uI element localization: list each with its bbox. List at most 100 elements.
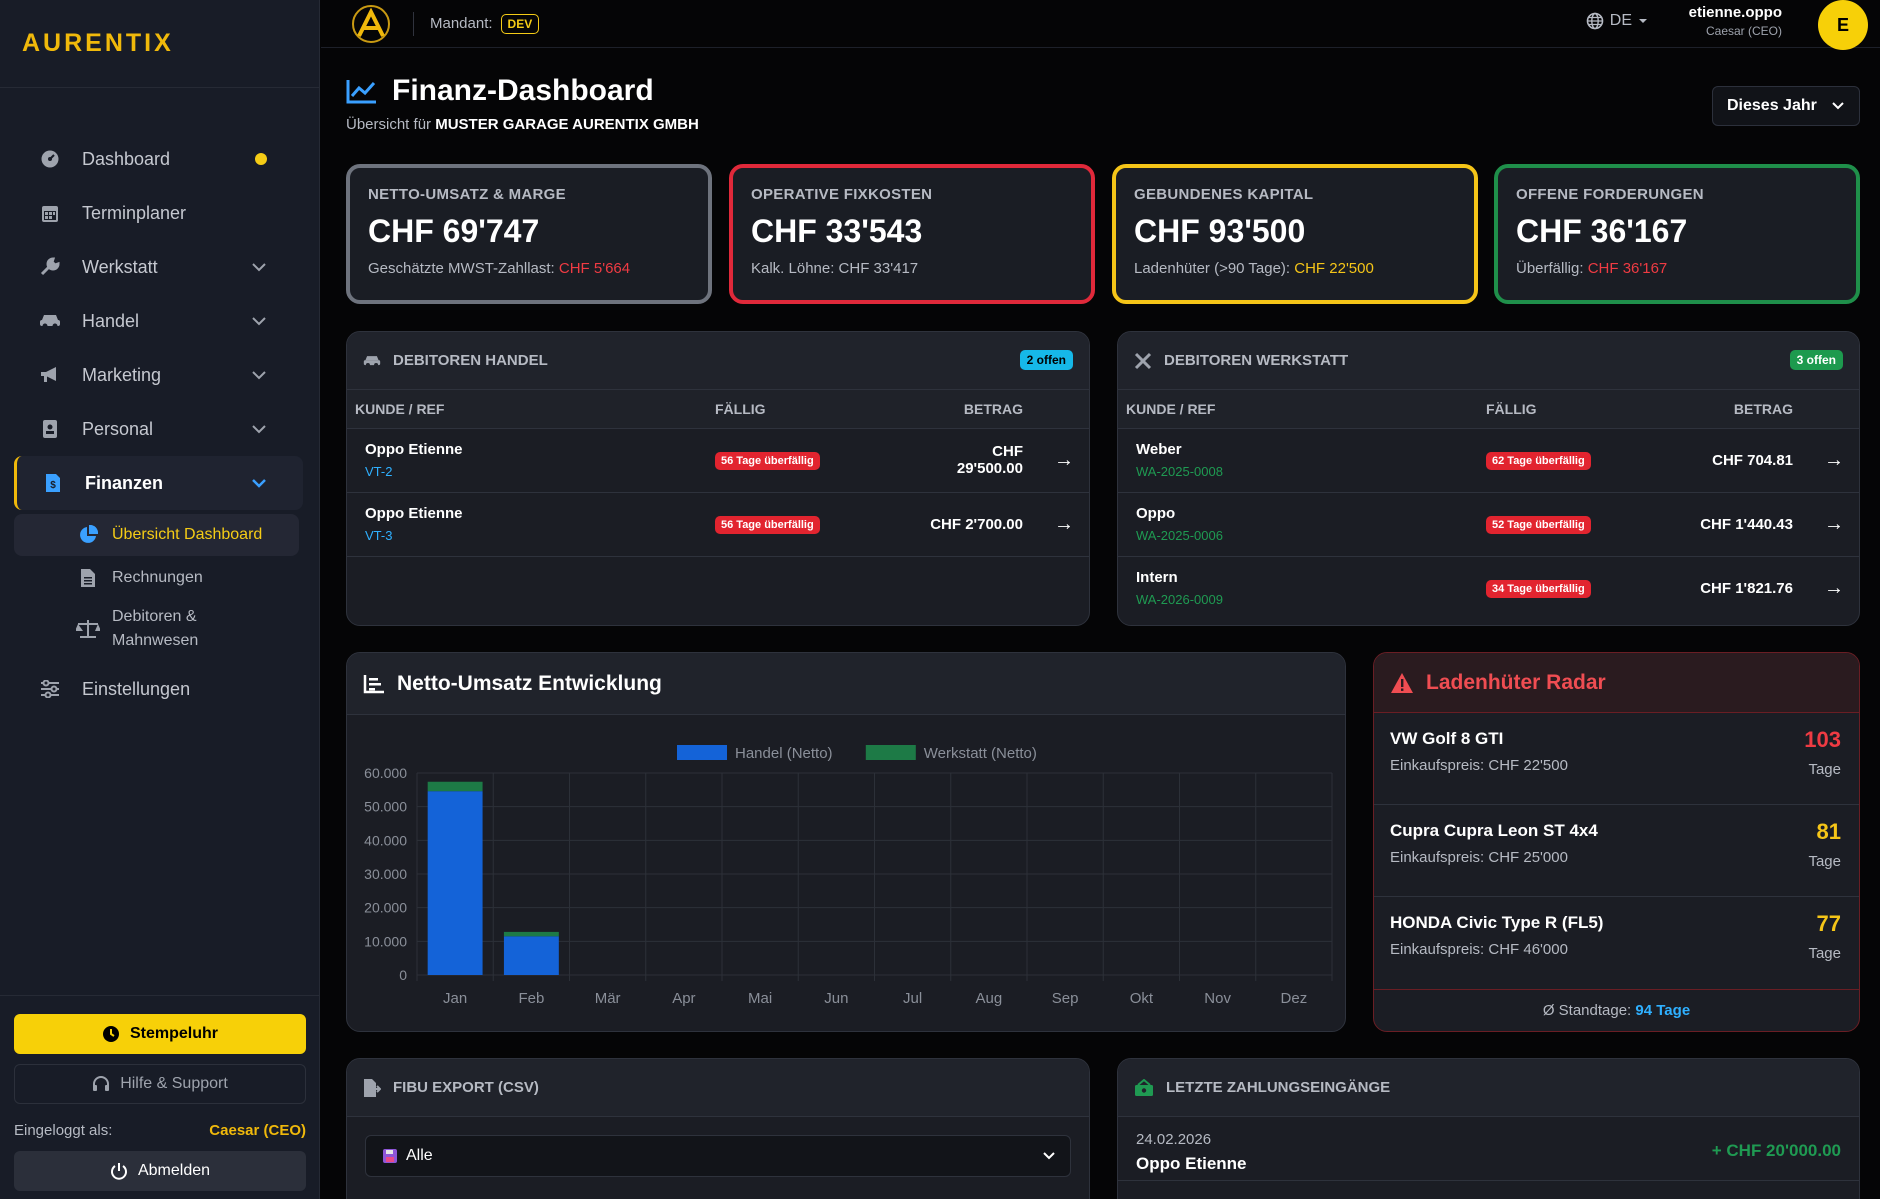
customer-cell: Oppo Etienne VT-3 xyxy=(347,492,707,557)
customer-ref[interactable]: VT-3 xyxy=(365,528,393,543)
list-item[interactable]: VW Golf 8 GTI Einkaufspreis: CHF 22'500 … xyxy=(1374,713,1859,805)
x-tick-label: Mai xyxy=(748,990,772,1007)
period-select[interactable]: Dieses Jahr xyxy=(1712,86,1860,126)
legend-label: Werkstatt (Netto) xyxy=(924,745,1037,762)
amount-cell: CHF 704.81 xyxy=(1648,428,1801,493)
table-row[interactable]: Oppo Etienne VT-3 56 Tage überfällig CHF … xyxy=(347,492,1089,557)
table-row[interactable]: Oppo WA-2025-0006 52 Tage überfällig CHF … xyxy=(1118,492,1859,557)
customer-ref[interactable]: WA-2025-0006 xyxy=(1136,528,1223,543)
kpi-gebundenes-kapital[interactable]: GEBUNDENES KAPITAL CHF 93'500 Ladenhüter… xyxy=(1112,164,1478,304)
days-unit: Tage xyxy=(1808,761,1841,778)
svg-text:$: $ xyxy=(50,480,56,491)
x-tick-label: Jan xyxy=(443,990,467,1007)
divider xyxy=(413,11,414,36)
ladenhueter-radar-card: Ladenhüter Radar VW Golf 8 GTI Einkaufsp… xyxy=(1373,652,1860,1032)
sidebar-item-einstellungen[interactable]: Einstellungen xyxy=(14,662,303,716)
card-title: DEBITOREN HANDEL xyxy=(393,352,548,369)
kpi-sub-label: Überfällig: xyxy=(1516,260,1584,277)
customer-ref[interactable]: VT-2 xyxy=(365,464,393,479)
sidebar-subitem-debitoren[interactable]: Debitoren & Mahnwesen xyxy=(14,600,299,658)
logout-label: Abmelden xyxy=(137,1162,211,1179)
sidebar-subitem-uebersicht[interactable]: Übersicht Dashboard xyxy=(14,514,299,556)
kpi-value: CHF 69'747 xyxy=(368,213,540,249)
y-tick-label: 50.000 xyxy=(364,799,407,815)
kpi-title: OPERATIVE FIXKOSTEN xyxy=(751,186,933,203)
mandant-selector[interactable]: Mandant: DEV xyxy=(430,13,540,34)
purchase-price: Einkaufspreis: CHF 22'500 xyxy=(1390,757,1568,774)
column-header: KUNDE / REF xyxy=(1118,390,1478,429)
customer-name: Oppo xyxy=(1136,505,1176,522)
zahlungseingaenge-card: LETZTE ZAHLUNGSEINGÄNGE 24.02.2026 Oppo … xyxy=(1117,1058,1860,1199)
money-check-icon xyxy=(1134,1078,1154,1097)
sidebar-item-dashboard[interactable]: Dashboard xyxy=(14,132,303,186)
card-header: Netto-Umsatz Entwicklung xyxy=(347,653,1345,715)
page-subtitle: Übersicht für MUSTER GARAGE AURENTIX GMB… xyxy=(346,116,699,133)
days-unit: Tage xyxy=(1808,853,1841,870)
avatar[interactable]: E xyxy=(1818,0,1868,50)
x-tick-label: Mär xyxy=(595,990,621,1007)
sidebar-item-personal[interactable]: Personal xyxy=(14,402,303,456)
brand-logo[interactable]: AURENTIX xyxy=(0,0,319,88)
help-support-button[interactable]: Hilfe & Support xyxy=(14,1064,306,1104)
chevron-down-icon xyxy=(252,263,266,272)
card-title: DEBITOREN WERKSTATT xyxy=(1164,352,1349,369)
overdue-badge: 56 Tage überfällig xyxy=(715,515,820,534)
y-tick-label: 20.000 xyxy=(364,900,407,916)
due-cell: 52 Tage überfällig xyxy=(1478,492,1648,557)
sidebar-item-finanzen[interactable]: $ Finanzen xyxy=(14,456,303,510)
chevron-down-icon xyxy=(252,479,266,488)
card-title: Ladenhüter Radar xyxy=(1426,670,1606,694)
arrow-right-icon[interactable]: → xyxy=(1031,428,1089,493)
sidebar-item-marketing[interactable]: Marketing xyxy=(14,348,303,402)
calendar-icon xyxy=(38,201,62,225)
list-item[interactable]: Cupra Cupra Leon ST 4x4 Einkaufspreis: C… xyxy=(1374,805,1859,897)
customer-ref[interactable]: WA-2025-0008 xyxy=(1136,464,1223,479)
list-item[interactable]: HONDA Civic Type R (FL5) Einkaufspreis: … xyxy=(1374,897,1859,989)
due-cell: 56 Tage überfällig xyxy=(707,492,877,557)
table-row[interactable]: Oppo Etienne VT-2 56 Tage überfällig CHF 2… xyxy=(347,428,1089,493)
company-name: MUSTER GARAGE AURENTIX GMBH xyxy=(435,116,699,133)
sidebar-item-werkstatt[interactable]: Werkstatt xyxy=(14,240,303,294)
kpi-subtext: Geschätzte MWST-Zahllast: CHF 5'664 xyxy=(368,260,690,277)
user-info[interactable]: etienne.oppo Caesar (CEO) xyxy=(1689,4,1782,38)
arrow-right-icon[interactable]: → xyxy=(1801,492,1859,557)
sidebar-subitem-rechnungen[interactable]: Rechnungen xyxy=(14,556,299,600)
x-tick-label: Apr xyxy=(672,990,695,1007)
chevron-down-icon xyxy=(252,317,266,326)
clock-icon xyxy=(102,1026,119,1042)
sidebar-item-terminplaner[interactable]: Terminplaner xyxy=(14,186,303,240)
arrow-right-icon[interactable]: → xyxy=(1801,428,1859,493)
kpi-fixkosten[interactable]: OPERATIVE FIXKOSTEN CHF 33'543 Kalk. Löh… xyxy=(729,164,1095,304)
caret-down-icon xyxy=(1639,19,1647,23)
stempeluhr-button[interactable]: Stempeluhr xyxy=(14,1014,306,1054)
kpi-netto-umsatz[interactable]: NETTO-UMSATZ & MARGE CHF 69'747 Geschätz… xyxy=(346,164,712,304)
average-standing-days: Ø Standtage: 94 Tage xyxy=(1374,989,1859,1019)
customer-ref[interactable]: WA-2026-0009 xyxy=(1136,592,1223,608)
table-row[interactable]: Weber WA-2025-0008 62 Tage überfällig CHF… xyxy=(1118,428,1859,493)
kpi-subtext: Überfällig: CHF 36'167 xyxy=(1516,260,1838,277)
list-item[interactable]: 24.02.2026 Oppo Etienne + CHF 20'000.00 xyxy=(1118,1117,1859,1181)
id-badge-icon xyxy=(38,417,62,441)
arrow-right-icon[interactable]: → xyxy=(1824,576,1844,599)
export-filter-select[interactable]: Alle xyxy=(365,1135,1071,1177)
arrow-right-icon[interactable]: → xyxy=(1031,492,1089,557)
x-tick-label: Jun xyxy=(824,990,848,1007)
stempeluhr-label: Stempeluhr xyxy=(129,1025,218,1042)
kpi-sub-value: CHF 5'664 xyxy=(558,260,631,277)
overdue-badge: 52 Tage überfällig xyxy=(1486,515,1591,534)
customer-name: Intern xyxy=(1136,569,1178,587)
bar xyxy=(503,931,559,937)
bar xyxy=(503,936,559,975)
table-row[interactable]: Intern WA-2026-0009 34 Tage überfällig CH… xyxy=(1118,556,1859,620)
standing-days: 77 xyxy=(1816,911,1841,936)
overdue-badge: 56 Tage überfällig xyxy=(715,451,820,470)
kpi-offene-forderungen[interactable]: OFFENE FORDERUNGEN CHF 36'167 Überfällig… xyxy=(1494,164,1860,304)
language-selector[interactable]: DE xyxy=(1586,12,1648,30)
mandant-badge: DEV xyxy=(500,13,540,34)
y-tick-label: 30.000 xyxy=(364,866,407,882)
amount-cell: CHF 1'440.43 xyxy=(1648,492,1801,557)
logout-button[interactable]: Abmelden xyxy=(14,1151,306,1191)
sidebar-item-handel[interactable]: Handel xyxy=(14,294,303,348)
kpi-title: OFFENE FORDERUNGEN xyxy=(1516,186,1704,203)
due-cell: 56 Tage überfällig xyxy=(707,428,877,493)
